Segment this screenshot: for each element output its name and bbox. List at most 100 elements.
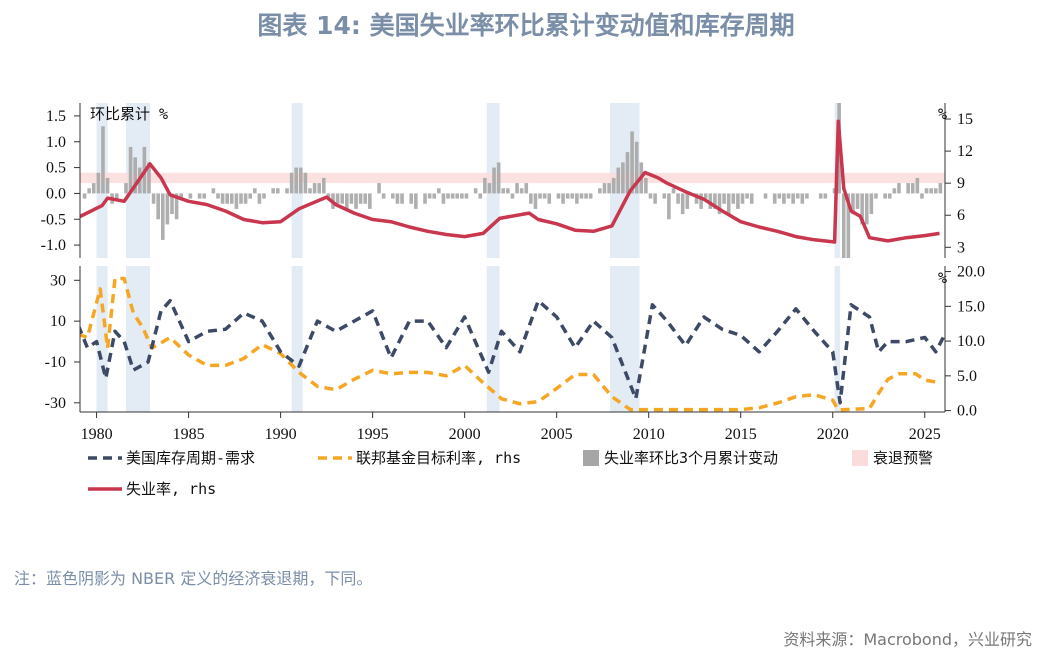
bar <box>763 193 768 199</box>
bar <box>634 141 639 194</box>
legend-warning-label: 衰退预警 <box>873 449 933 467</box>
y2-tick-label: 3 <box>957 239 965 256</box>
bar <box>910 183 915 194</box>
bar <box>239 193 243 204</box>
bar <box>841 193 846 258</box>
bar <box>294 167 299 194</box>
bar <box>496 162 501 194</box>
bar <box>124 183 128 194</box>
bar <box>437 188 441 194</box>
bar <box>354 193 358 209</box>
x-tick-label: 1985 <box>173 426 205 443</box>
y-tick-label: -10 <box>45 354 66 371</box>
bar <box>105 177 110 194</box>
bar <box>391 193 395 199</box>
bar <box>795 193 800 199</box>
legend-bars-swatch <box>583 450 599 466</box>
bar <box>464 193 469 199</box>
bar <box>685 193 690 209</box>
bar <box>220 193 225 204</box>
bar <box>257 193 262 204</box>
y-tick-label: 1.5 <box>46 108 66 125</box>
bar <box>855 193 860 209</box>
y2-tick-label: 0.0 <box>957 403 977 420</box>
bar <box>602 183 607 194</box>
bar <box>653 193 657 204</box>
bar <box>326 193 331 199</box>
bar <box>579 193 584 199</box>
legend-unemp-label: 失业率, rhs <box>126 480 216 498</box>
bar <box>883 193 887 199</box>
right-axis-unit: % <box>938 269 947 287</box>
bar <box>671 188 676 194</box>
bar <box>680 193 685 215</box>
bar <box>262 193 266 199</box>
bar <box>202 193 206 199</box>
bar <box>542 193 547 199</box>
bar <box>869 193 874 215</box>
bar <box>96 172 101 194</box>
bar <box>892 188 897 194</box>
recession-band <box>126 266 150 412</box>
bar <box>501 188 506 194</box>
legend-fed-label: 联邦基金目标利率, rhs <box>356 449 521 467</box>
bar <box>303 172 308 194</box>
bar <box>128 146 133 194</box>
bar <box>248 193 252 199</box>
bar <box>529 193 533 204</box>
x-tick-label: 2005 <box>541 426 573 443</box>
bar <box>487 183 492 194</box>
bar <box>823 193 828 199</box>
bar <box>736 193 740 209</box>
bar <box>276 188 280 194</box>
bar <box>423 193 427 204</box>
chart-canvas: 1.5 1.0 0.5 0.0 -0.5 -1.0 15 12 9 6 3 30 10 -10 -30 20.… <box>41 103 985 498</box>
bar <box>556 193 561 199</box>
y-tick-label: 1.0 <box>46 134 66 151</box>
bar <box>368 193 372 209</box>
bar <box>547 193 552 204</box>
bar <box>91 183 96 194</box>
bar <box>87 188 91 194</box>
bar <box>906 183 910 194</box>
bar <box>101 126 105 194</box>
bar <box>598 188 602 194</box>
bar <box>381 193 386 199</box>
y2-tick-label: 15.0 <box>957 298 985 315</box>
bar <box>745 193 749 199</box>
unemployment-line <box>80 119 940 244</box>
bar <box>229 193 234 204</box>
bar <box>483 177 487 194</box>
bar <box>621 162 625 194</box>
bar <box>561 193 565 204</box>
bar <box>933 188 938 194</box>
bar <box>708 193 713 209</box>
legend-warning-swatch <box>852 450 868 466</box>
bar <box>676 193 680 204</box>
bar <box>929 188 933 194</box>
bar <box>588 193 593 199</box>
bar <box>441 193 446 204</box>
bar <box>234 193 239 209</box>
bar <box>349 193 354 204</box>
bar <box>225 193 229 204</box>
fed-funds-line <box>80 276 940 412</box>
bar <box>772 193 777 204</box>
bar <box>197 193 202 199</box>
bar <box>358 193 363 204</box>
bar <box>607 183 611 194</box>
bar <box>299 167 303 194</box>
bar <box>662 193 667 199</box>
bar <box>538 193 542 199</box>
y2-tick-label: 5.0 <box>957 368 977 385</box>
bar <box>427 193 432 199</box>
bar <box>791 193 795 204</box>
bar <box>478 193 483 199</box>
bar <box>805 193 809 199</box>
bar <box>188 193 193 199</box>
x-tick-label: 1995 <box>357 426 389 443</box>
bar <box>897 183 901 194</box>
bar <box>630 131 634 194</box>
bar <box>703 193 708 199</box>
bar <box>510 193 515 199</box>
